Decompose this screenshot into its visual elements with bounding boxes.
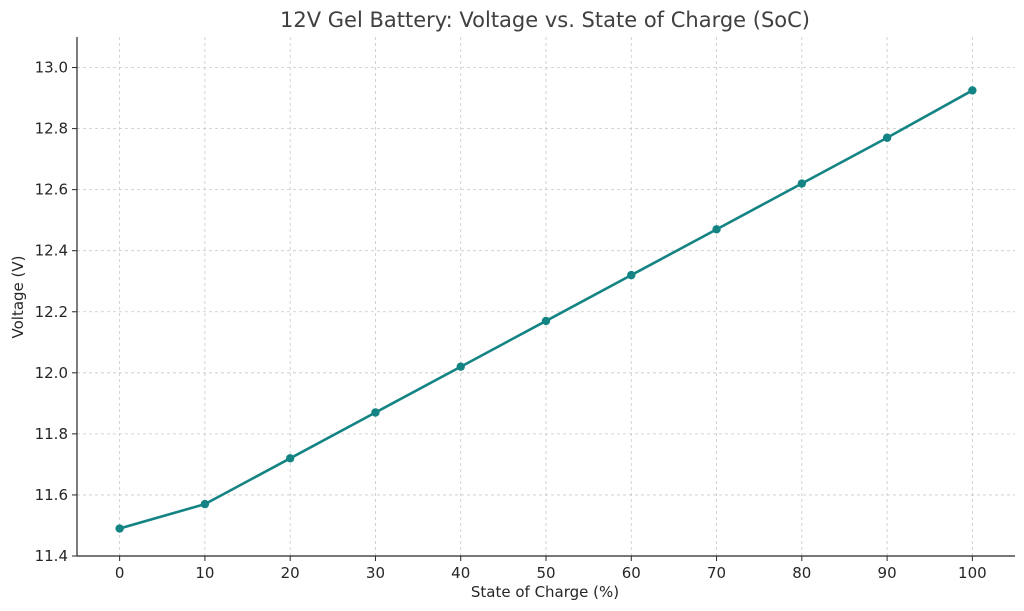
- y-tick-label: 12.4: [35, 242, 68, 260]
- y-tick-label: 12.8: [35, 120, 68, 138]
- data-point: [115, 524, 124, 533]
- y-axis-label: Voltage (V): [9, 256, 27, 339]
- x-tick-label: 100: [958, 564, 987, 582]
- data-point: [882, 133, 892, 142]
- x-tick-label: 70: [707, 564, 726, 582]
- x-tick-label: 30: [366, 564, 385, 582]
- ticks: 0 10 20 30 40 50 60 70 80 90 100 11.4 11.6 11.8 12.0 12…: [35, 59, 987, 582]
- data-point: [797, 179, 807, 188]
- series: [115, 86, 977, 533]
- data-point: [712, 225, 721, 234]
- y-tick-label: 12.2: [35, 303, 68, 321]
- y-tick-label: 11.4: [35, 547, 68, 565]
- x-tick-label: 10: [195, 564, 214, 582]
- chart-title: 12V Gel Battery: Voltage vs. State of Ch…: [280, 8, 810, 32]
- y-tick-label: 12.0: [35, 364, 68, 382]
- data-point: [968, 86, 977, 95]
- y-tick-label: 12.6: [35, 181, 68, 199]
- x-axis-label: State of Charge (%): [471, 583, 619, 601]
- x-tick-label: 20: [281, 564, 300, 582]
- y-tick-label: 13.0: [35, 59, 68, 77]
- data-point: [371, 408, 380, 417]
- x-tick-label: 60: [622, 564, 641, 582]
- x-tick-label: 90: [878, 564, 897, 582]
- grid: [77, 37, 1015, 557]
- x-tick-label: 40: [451, 564, 470, 582]
- data-point: [285, 454, 295, 463]
- data-point: [456, 362, 465, 371]
- data-point: [627, 270, 636, 280]
- data-point: [541, 316, 551, 326]
- y-tick-label: 11.8: [35, 425, 68, 443]
- y-tick-label: 11.6: [35, 486, 68, 504]
- x-tick-label: 0: [115, 564, 125, 582]
- x-tick-label: 80: [792, 564, 811, 582]
- x-tick-label: 50: [536, 564, 555, 582]
- data-point: [200, 499, 210, 509]
